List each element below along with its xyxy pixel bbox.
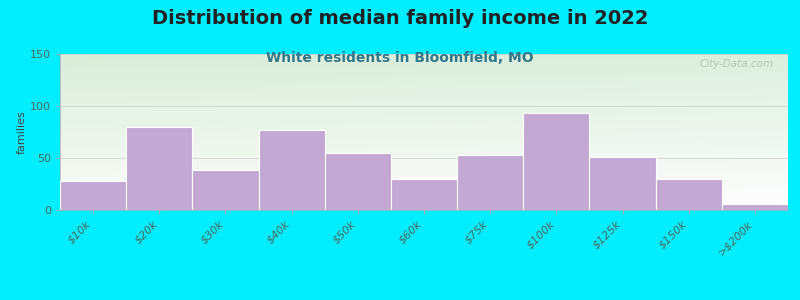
- Bar: [258, 130, 325, 210]
- Bar: [192, 170, 258, 210]
- Bar: [126, 127, 192, 210]
- Text: City-Data.com: City-Data.com: [699, 59, 774, 69]
- Bar: [60, 181, 126, 210]
- Bar: [590, 157, 656, 210]
- Bar: [457, 155, 523, 210]
- Text: Distribution of median family income in 2022: Distribution of median family income in …: [152, 9, 648, 28]
- Y-axis label: families: families: [17, 110, 27, 154]
- Bar: [656, 179, 722, 210]
- Bar: [722, 204, 788, 210]
- Bar: [523, 113, 590, 210]
- Text: White residents in Bloomfield, MO: White residents in Bloomfield, MO: [266, 51, 534, 65]
- Bar: [325, 153, 391, 210]
- Bar: [391, 179, 457, 210]
